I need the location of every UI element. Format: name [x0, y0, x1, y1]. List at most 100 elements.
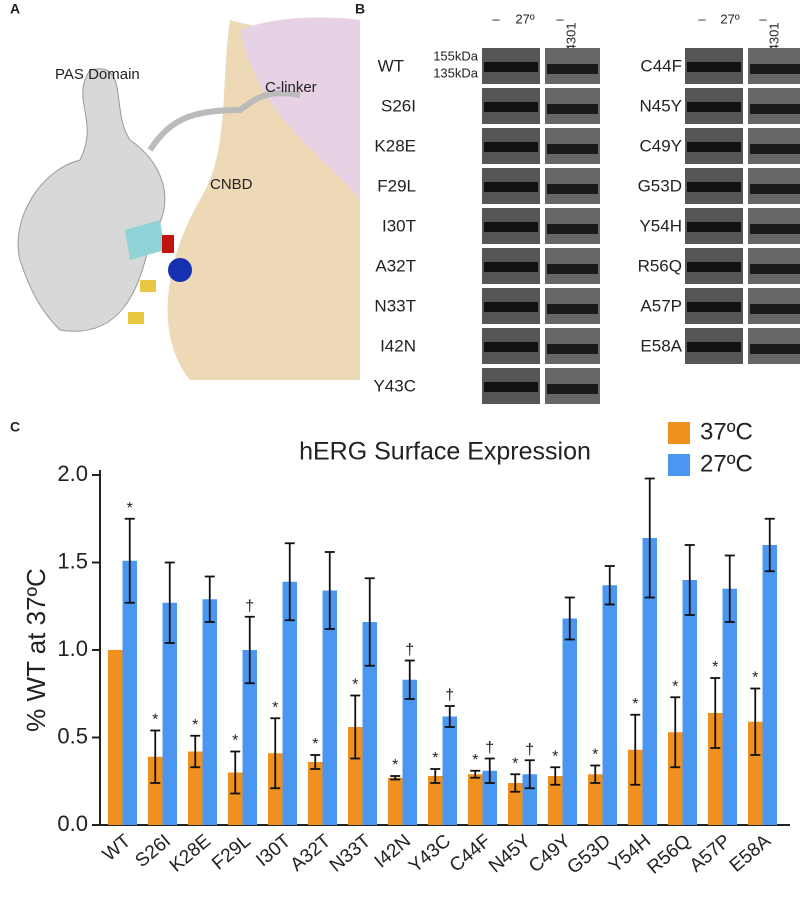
bar — [322, 590, 337, 825]
x-tick-label: WT — [99, 830, 135, 865]
blot-header: – — [759, 11, 767, 26]
x-tick-label: I30T — [252, 830, 295, 871]
blot-band — [547, 264, 598, 274]
blot-header: 27º — [720, 11, 739, 26]
x-tick-label: Y43C — [405, 831, 455, 878]
structure-label: PAS Domain — [55, 66, 140, 83]
bar — [282, 581, 297, 825]
significance-marker: * — [352, 677, 358, 694]
residue — [168, 258, 192, 282]
blot-label: A57P — [640, 296, 682, 315]
bar — [642, 538, 657, 825]
blot-label: N45Y — [639, 96, 682, 115]
significance-marker: * — [152, 712, 158, 729]
blot-label: Y54H — [639, 216, 682, 235]
significance-marker: * — [672, 678, 678, 695]
blot-band — [750, 304, 800, 314]
blot-band — [687, 142, 741, 152]
bar — [202, 599, 217, 825]
structure-drawing — [17, 17, 360, 380]
bar — [548, 776, 563, 825]
bar — [402, 679, 417, 825]
blot-band — [687, 342, 741, 352]
significance-marker: † — [525, 741, 534, 758]
bar — [362, 622, 377, 825]
legend-label: 37ºC — [700, 418, 753, 445]
linker-ribbon — [147, 90, 301, 152]
bar — [722, 588, 737, 825]
x-tick-label: C44F — [446, 831, 495, 877]
blot-band — [687, 222, 741, 232]
bar — [162, 602, 177, 825]
blot-header: – — [556, 11, 564, 26]
x-tick-label: S26I — [131, 831, 174, 872]
panel-label: A — [10, 1, 20, 17]
blot-band — [547, 384, 598, 394]
blot-band — [484, 102, 538, 112]
blot-band — [547, 344, 598, 354]
blot-label: G53D — [638, 176, 682, 195]
panel-label: C — [10, 419, 20, 435]
blot-band — [547, 144, 598, 154]
blot-label: N33T — [374, 296, 416, 315]
blot-label: S26I — [381, 96, 416, 115]
blot-header: 27º — [515, 11, 534, 26]
significance-marker: * — [312, 736, 318, 753]
blot-label: K28E — [374, 136, 416, 155]
blot-band — [484, 182, 538, 192]
blot-label: A32T — [375, 256, 416, 275]
blot-band — [687, 302, 741, 312]
blot-label: WT — [378, 56, 404, 75]
x-tick-label: R56Q — [643, 831, 695, 879]
blot-band — [484, 222, 538, 232]
blot-band — [547, 104, 598, 114]
y-tick-label: 0.0 — [57, 811, 88, 836]
clinker-surface — [240, 17, 360, 200]
bar — [188, 751, 203, 825]
y-axis-label: % WT at 37ºC — [21, 568, 51, 732]
blot-band — [547, 184, 598, 194]
significance-marker: * — [512, 755, 518, 772]
x-tick-label: K28E — [166, 831, 215, 877]
blot-band — [484, 262, 538, 272]
residue — [128, 312, 144, 324]
pas-ribbon — [17, 68, 166, 332]
significance-marker: * — [472, 752, 478, 769]
bar — [562, 618, 577, 825]
blot-label: I30T — [382, 216, 416, 235]
structure-label: C-linker — [265, 79, 317, 96]
blot-band — [547, 224, 598, 234]
bar — [748, 721, 763, 825]
blot-band — [750, 184, 800, 194]
y-tick-label: 1.0 — [57, 636, 88, 661]
significance-marker: † — [405, 642, 414, 659]
blot-label: Y43C — [373, 376, 416, 395]
bar — [682, 580, 697, 825]
blot-band — [750, 104, 800, 114]
legend-swatch — [668, 454, 690, 476]
residue — [140, 280, 156, 292]
bar — [588, 774, 603, 825]
x-tick-label: A57P — [686, 831, 735, 877]
blot-label: C49Y — [639, 136, 682, 155]
significance-marker: * — [432, 750, 438, 767]
bar — [602, 585, 617, 825]
y-tick-label: 2.0 — [57, 461, 88, 486]
significance-marker: * — [752, 670, 758, 687]
blot-band — [750, 224, 800, 234]
bar — [762, 545, 777, 825]
blot-band — [750, 144, 800, 154]
significance-marker: * — [127, 500, 133, 517]
blot-band — [687, 62, 741, 72]
significance-marker: † — [485, 740, 494, 757]
blot-band — [687, 102, 741, 112]
blot-header: – — [698, 11, 706, 26]
blot-band — [750, 344, 800, 354]
y-tick-label: 0.5 — [57, 723, 88, 748]
bar — [242, 650, 257, 825]
bar — [708, 713, 723, 825]
significance-marker: † — [245, 598, 254, 615]
x-tick-label: G53D — [563, 831, 615, 879]
blot-band — [750, 64, 800, 74]
blot-band — [547, 304, 598, 314]
